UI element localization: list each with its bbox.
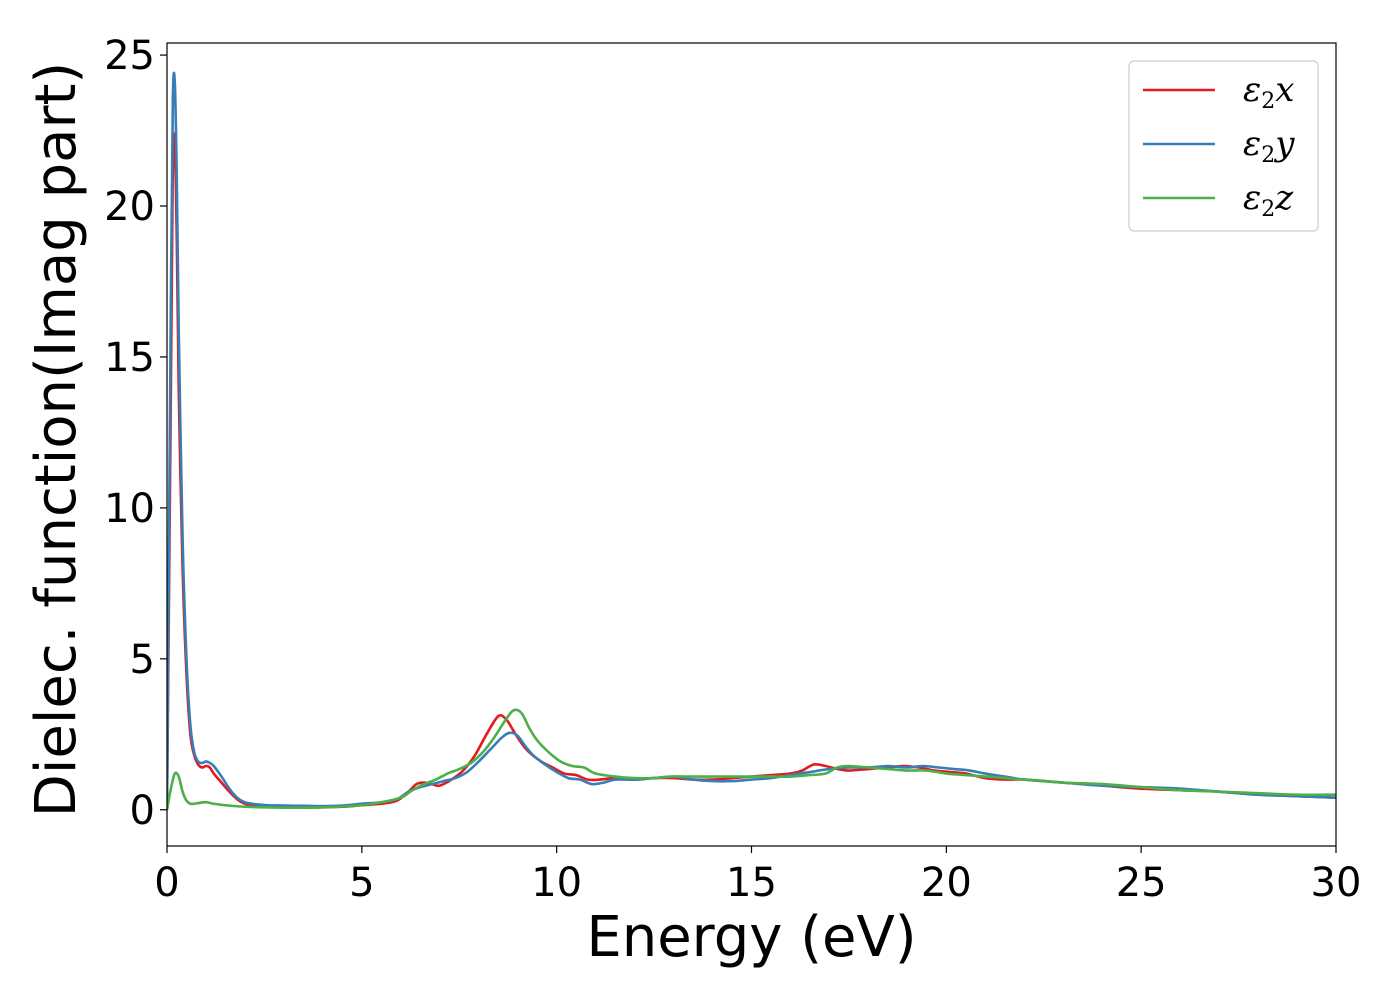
y-tick-label: 25	[104, 33, 155, 79]
legend-symbol: ε	[1243, 124, 1261, 164]
x-tick-label: 20	[921, 860, 972, 906]
legend-label: ε2x	[1243, 70, 1294, 114]
y-tick-label: 15	[104, 335, 155, 381]
legend-subscript: 2	[1261, 89, 1275, 114]
y-tick-label: 0	[130, 788, 155, 834]
legend-item-x: ε2x	[1143, 70, 1294, 114]
series-layer	[167, 71, 1336, 811]
legend-item-y: ε2y	[1143, 124, 1295, 168]
legend-component: x	[1275, 70, 1294, 110]
y-axis-ticks: 0 5 10 15 20 25	[104, 33, 167, 834]
legend-label: ε2y	[1243, 124, 1295, 168]
legend-subscript: 2	[1261, 197, 1275, 222]
y-tick-label: 10	[104, 486, 155, 532]
legend-item-z: ε2z	[1143, 178, 1294, 222]
legend-frame	[1128, 60, 1319, 232]
x-tick-label: 30	[1311, 860, 1362, 906]
legend-symbol: ε	[1243, 70, 1261, 110]
y-tick-label: 5	[130, 637, 155, 683]
legend-symbol: ε	[1243, 178, 1261, 218]
series-line-y	[167, 71, 1336, 810]
x-axis-ticks: 0 5 10 15 20 25 30	[154, 846, 1361, 906]
legend-subscript: 2	[1261, 143, 1275, 168]
y-axis-label: Dielec. function(Imag part)	[24, 62, 89, 818]
x-tick-label: 0	[154, 860, 179, 906]
legend-label: ε2z	[1243, 178, 1294, 222]
x-tick-label: 15	[726, 860, 777, 906]
legend-component: y	[1273, 124, 1295, 164]
series-line-z	[167, 708, 1336, 811]
legend-component: z	[1274, 178, 1294, 218]
x-tick-label: 10	[531, 860, 582, 906]
y-tick-label: 20	[104, 184, 155, 230]
x-tick-label: 25	[1116, 860, 1167, 906]
x-axis-label: Energy (eV)	[586, 905, 916, 970]
x-tick-label: 5	[349, 860, 374, 906]
